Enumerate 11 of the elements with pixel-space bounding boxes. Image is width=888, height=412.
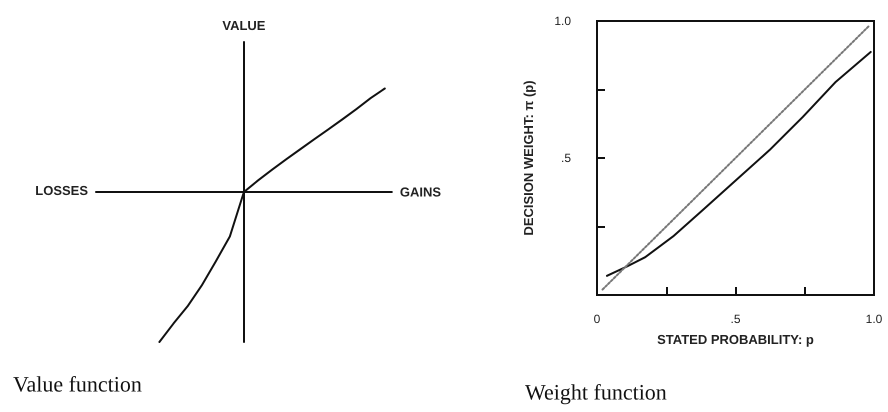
x-axis-title: GAINS (400, 184, 442, 200)
text: Weight function (525, 380, 667, 404)
x-tick-label: .5 (730, 312, 741, 326)
y-axis-title: DECISION WEIGHT: π (p) (521, 80, 536, 236)
x-tick-label: 0 (594, 312, 601, 326)
y-axis-title: VALUE (222, 18, 266, 33)
x-tick-label: 1.0 (866, 312, 883, 326)
text: LOSSES (35, 183, 88, 198)
line-series (606, 50, 872, 277)
x-axis-title: STATED PROBABILITY: p (657, 332, 814, 347)
text: Value function (13, 372, 142, 396)
